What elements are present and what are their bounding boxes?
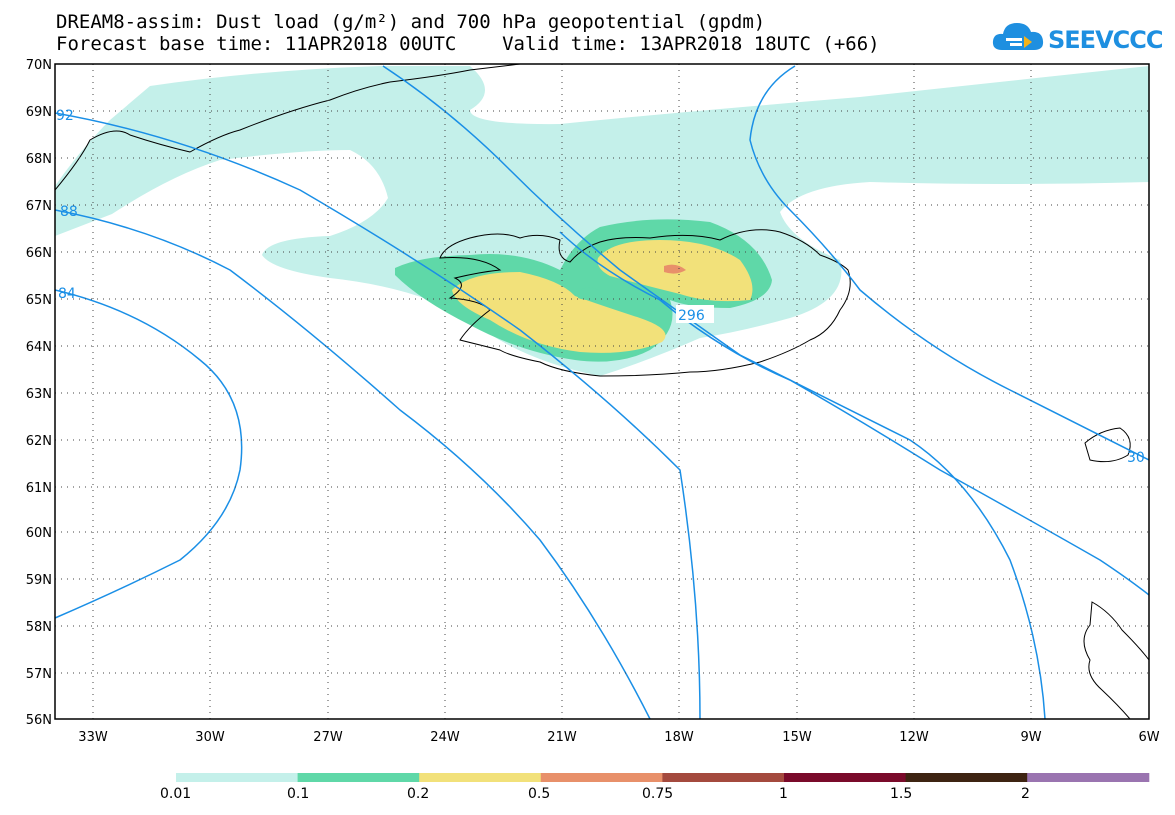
lat-label: 63N: [26, 387, 52, 402]
colorbar-swatch: [662, 773, 785, 782]
logo-text: SEEVCCC: [1048, 26, 1163, 54]
contour-labels: 92 88 84 296 30: [56, 108, 1145, 466]
lat-label: 65N: [26, 293, 52, 308]
colorbar-swatch: [1027, 773, 1150, 782]
dust-field-high: [664, 264, 686, 274]
lon-label: 30W: [195, 730, 225, 745]
colorbar-swatch: [905, 773, 1028, 782]
colorbar-label: 2: [1021, 786, 1030, 802]
colorbar-label: 0.01: [160, 786, 192, 802]
colorbar-label: 0.5: [528, 786, 551, 802]
lon-axis-labels: 33W 30W 27W 24W 21W 18W 15W 12W 9W 6W: [78, 730, 1159, 745]
lon-label: 9W: [1020, 730, 1041, 745]
dust-field-lightest: [55, 66, 1149, 376]
lat-label: 70N: [26, 58, 52, 73]
colorbar-label: 0.75: [642, 786, 674, 802]
map-title: DREAM8-assim: Dust load (g/m²) and 700 h…: [56, 11, 766, 33]
lat-label: 57N: [26, 667, 52, 682]
cloud-icon: [992, 23, 1044, 50]
lon-label: 15W: [782, 730, 812, 745]
lat-label: 64N: [26, 340, 52, 355]
colorbar-swatch: [297, 773, 420, 782]
colorbar-label: 0.2: [407, 786, 430, 802]
contour-label-88: 88: [60, 204, 78, 220]
lon-label: 33W: [78, 730, 108, 745]
lon-label: 24W: [430, 730, 460, 745]
lat-label: 68N: [26, 152, 52, 167]
plot-frame: [54, 63, 1150, 720]
lat-label: 60N: [26, 526, 52, 541]
lon-label: 27W: [313, 730, 343, 745]
contour-label-92: 92: [56, 108, 74, 124]
colorbar: [176, 773, 1150, 782]
lon-label: 21W: [547, 730, 577, 745]
coastlines: [55, 64, 1149, 719]
colorbar-swatch: [419, 773, 542, 782]
lat-label: 56N: [26, 713, 52, 728]
lat-label: 58N: [26, 620, 52, 635]
lon-label: 18W: [664, 730, 694, 745]
colorbar-swatch: [176, 773, 299, 782]
lat-label: 66N: [26, 246, 52, 261]
colorbar-label: 0.1: [287, 786, 310, 802]
colorbar-swatch: [784, 773, 907, 782]
colorbar-label: 1.5: [890, 786, 913, 802]
lat-label: 59N: [26, 573, 52, 588]
lat-axis-labels: 70N 69N 68N 67N 66N 65N 64N 63N 62N 61N …: [26, 58, 52, 728]
contour-label-296: 296: [678, 308, 705, 324]
grid-lines: [55, 64, 1149, 719]
geopotential-contours: [55, 65, 1149, 719]
colorbar-label: 1: [779, 786, 788, 802]
lon-label: 6W: [1138, 730, 1159, 745]
lat-label: 69N: [26, 105, 52, 120]
lat-label: 61N: [26, 481, 52, 496]
lat-label: 62N: [26, 434, 52, 449]
contour-label-30: 30: [1127, 450, 1145, 466]
seevccc-logo: SEEVCCC: [990, 16, 1170, 64]
lon-label: 12W: [899, 730, 929, 745]
lat-label: 67N: [26, 199, 52, 214]
map-subtitle: Forecast base time: 11APR2018 00UTC Vali…: [56, 33, 880, 55]
contour-label-84: 84: [58, 286, 76, 302]
colorbar-swatch: [540, 773, 663, 782]
